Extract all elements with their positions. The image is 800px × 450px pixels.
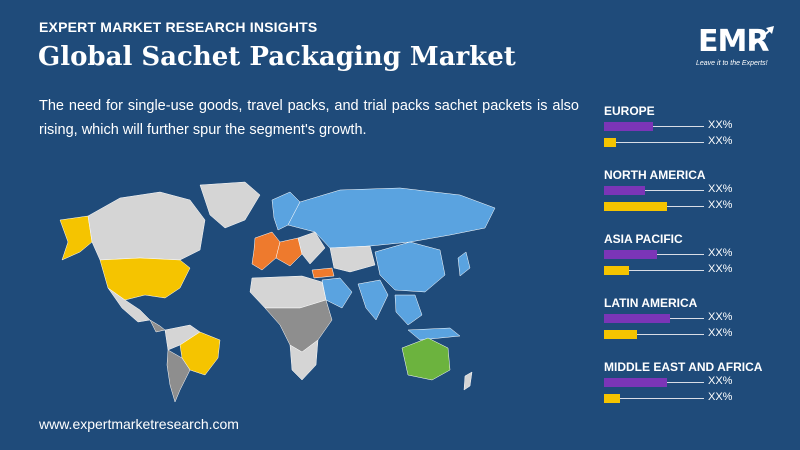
bar-value-label: XX%	[708, 119, 733, 131]
bar-value-label: XX%	[708, 391, 733, 403]
map-russia	[287, 187, 496, 249]
map-alaska	[59, 215, 93, 261]
description-text: The need for single-use goods, travel pa…	[39, 98, 579, 138]
map-greenland	[199, 181, 261, 229]
bar-track	[604, 334, 704, 335]
bar-purple	[604, 314, 670, 323]
region-name: NORTH AMERICA	[604, 168, 706, 182]
bar-track	[604, 398, 704, 399]
map-india	[357, 279, 389, 321]
bar-value-label: XX%	[708, 183, 733, 195]
bar-yellow	[604, 138, 616, 147]
bar-yellow	[604, 394, 620, 403]
page-title: Global Sachet Packaging Market	[38, 42, 516, 72]
map-south-america-south	[166, 349, 191, 403]
map-australia	[401, 337, 451, 381]
logo-tagline: Leave it to the Experts!	[696, 60, 768, 67]
map-eastern-europe	[297, 231, 326, 265]
world-map	[59, 181, 496, 403]
bar-track	[604, 126, 704, 127]
map-turkey	[311, 267, 335, 279]
map-sub-saharan-africa	[264, 299, 333, 353]
map-central-asia	[329, 245, 376, 273]
region-name: LATIN AMERICA	[604, 296, 698, 310]
footer-url: www.expertmarketresearch.com	[39, 416, 239, 432]
map-central-america	[149, 319, 166, 333]
map-china	[374, 241, 446, 293]
map-japan	[457, 251, 471, 277]
bar-purple	[604, 378, 667, 387]
map-indonesia	[407, 327, 461, 341]
bar-value-label: XX%	[708, 247, 733, 259]
bar-value-label: XX%	[708, 199, 733, 211]
bar-track	[604, 270, 704, 271]
map-southeast-asia	[394, 294, 423, 326]
map-southern-africa	[289, 339, 319, 381]
bar-value-label: XX%	[708, 375, 733, 387]
bar-value-label: XX%	[708, 327, 733, 339]
emr-logo: EMR Leave it to the Experts!	[690, 22, 790, 72]
bar-track	[604, 190, 704, 191]
region-chart: EUROPE XX% XX% NORTH AMERICA XX% XX% ASIA PACI…	[604, 100, 794, 430]
map-new-zealand	[463, 371, 473, 391]
region-name: EUROPE	[604, 104, 655, 118]
map-central-europe	[275, 237, 303, 267]
bar-track	[604, 142, 704, 143]
bar-yellow	[604, 266, 629, 275]
bar-value-label: XX%	[708, 135, 733, 147]
kicker-text: EXPERT MARKET RESEARCH INSIGHTS	[39, 19, 318, 35]
map-western-europe	[251, 231, 281, 271]
map-canada	[87, 191, 206, 261]
bar-purple	[604, 186, 645, 195]
bar-purple	[604, 250, 657, 259]
bar-yellow	[604, 330, 637, 339]
logo-arrow-icon	[751, 26, 774, 47]
logo-text: EMR	[698, 24, 769, 59]
map-north-africa	[249, 275, 327, 309]
bar-value-label: XX%	[708, 263, 733, 275]
region-name: ASIA PACIFIC	[604, 232, 683, 246]
bar-purple	[604, 122, 653, 131]
bar-yellow	[604, 202, 667, 211]
bar-value-label: XX%	[708, 311, 733, 323]
region-name: MIDDLE EAST AND AFRICA	[604, 360, 763, 374]
